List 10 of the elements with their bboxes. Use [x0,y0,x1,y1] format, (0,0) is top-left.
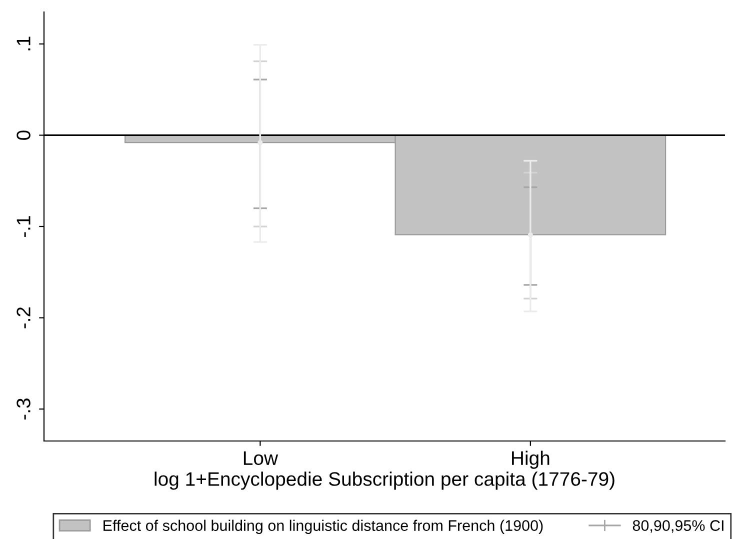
x-tick-label: High [512,450,550,469]
y-tick-label: .1 [16,36,30,50]
y-tick-label: -.2 [16,307,30,328]
legend-label: Effect of school building on linguistic distance from French (1900) [104,520,543,534]
x-axis-title: log 1+Encyclopedie Subscription per capita (1776-79) [154,472,614,490]
x-tick-label: Low [244,451,278,466]
y-tick-label: -.1 [16,216,30,237]
y-tick-label: -.3 [16,398,30,420]
y-tick-label: 0 [16,130,30,140]
legend-label: 80,90,95% CI [632,520,724,533]
